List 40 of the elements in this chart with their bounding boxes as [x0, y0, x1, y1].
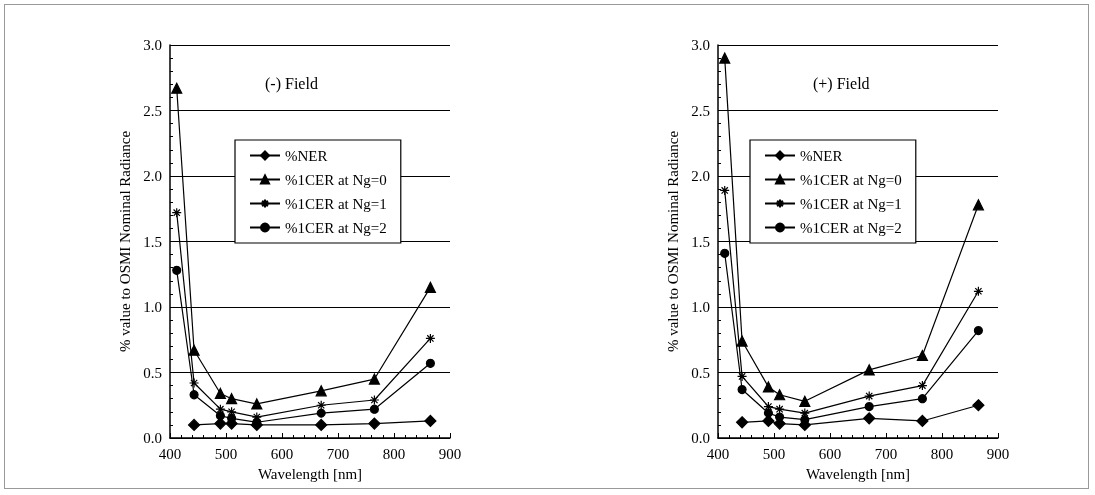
- y-tick-label: 0.5: [691, 364, 710, 381]
- text: (-) Field: [265, 74, 318, 93]
- y-tick-label: 3.0: [691, 37, 710, 53]
- x-axis-title: Wavelength [nm]: [257, 465, 363, 482]
- x-tick-label: 900: [986, 445, 1010, 462]
- x-tick-label: 500: [214, 445, 238, 462]
- y-axis-title: % value to OSMI Nominal Radiance: [664, 130, 681, 353]
- y-tick-label: 1.0: [691, 299, 710, 315]
- y-tick-label: 1.5: [691, 233, 710, 250]
- y-tick-label: 1.0: [143, 299, 162, 315]
- y-tick-label: 3.0: [143, 37, 162, 53]
- x-tick-label: 600: [818, 445, 842, 462]
- x-tick-label: 400: [158, 445, 182, 462]
- x-tick-label: 700: [874, 445, 898, 462]
- legend-label: %NER: [800, 147, 843, 164]
- y-tick-label: 2.0: [691, 168, 710, 184]
- x-tick-label: 900: [438, 445, 462, 462]
- text: (+) Field: [813, 74, 870, 93]
- x-tick-label: 800: [382, 445, 406, 462]
- y-tick-label: 0.0: [691, 430, 710, 446]
- x-tick-label: 700: [326, 445, 350, 462]
- legend-label: %1CER at Ng=1: [285, 195, 387, 212]
- x-tick-label: 400: [706, 445, 730, 462]
- legend-label: %1CER at Ng=2: [800, 219, 902, 236]
- legend-label: %1CER at Ng=2: [285, 219, 387, 236]
- legend-label: %1CER at Ng=0: [800, 171, 902, 188]
- y-tick-label: 2.5: [691, 102, 710, 119]
- legend-label: %1CER at Ng=1: [800, 195, 902, 212]
- x-tick-label: 500: [762, 445, 786, 462]
- legend-label: %NER: [285, 147, 328, 164]
- y-tick-label: 0.5: [143, 364, 162, 381]
- legend-label: %1CER at Ng=0: [285, 171, 387, 188]
- x-tick-label: 600: [270, 445, 294, 462]
- y-tick-label: 1.5: [143, 233, 162, 250]
- y-tick-label: 0.0: [143, 430, 162, 446]
- y-axis-title: % value to OSMI Nominal Radiance: [116, 130, 133, 353]
- x-axis-title: Wavelength [nm]: [805, 465, 911, 482]
- y-tick-label: 2.5: [143, 102, 162, 119]
- y-tick-label: 2.0: [143, 168, 162, 184]
- x-tick-label: 800: [930, 445, 954, 462]
